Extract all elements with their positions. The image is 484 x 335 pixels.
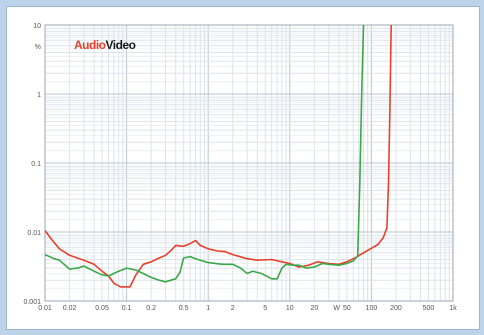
grid bbox=[44, 24, 454, 302]
tick-labels: 0.01 0.02 0.05 0.1 0.2 0.5 1 2 5 10 20 50 100 200 500 1… bbox=[23, 23, 457, 312]
x-tick-label: 0.01 bbox=[38, 305, 52, 312]
x-tick-label: 2 bbox=[231, 305, 235, 312]
y-tick-label: 10 bbox=[33, 23, 41, 30]
x-tick-label: 0.05 bbox=[95, 305, 109, 312]
logo-part-video: Video bbox=[106, 38, 136, 52]
x-tick-label: 0.02 bbox=[63, 305, 77, 312]
x-tick-label: 200 bbox=[390, 305, 402, 312]
series-layer bbox=[45, 24, 392, 288]
x-tick-label: 0.1 bbox=[122, 305, 132, 312]
y-unit-label: % bbox=[35, 44, 41, 51]
thd-chart: 0.01 0.02 0.05 0.1 0.2 0.5 1 2 5 10 20 50 100 200 500 1… bbox=[23, 23, 457, 312]
x-unit-label: W bbox=[333, 305, 340, 312]
y-tick-label: 0.01 bbox=[27, 230, 41, 237]
x-tick-label: 1k bbox=[449, 305, 457, 312]
x-tick-label: 500 bbox=[423, 305, 435, 312]
y-tick-label: 0.1 bbox=[31, 161, 41, 168]
x-tick-label: 100 bbox=[366, 305, 378, 312]
y-tick-label: 0.001 bbox=[23, 299, 41, 306]
plot-border bbox=[44, 24, 454, 302]
chart-frame: 0.01 0.02 0.05 0.1 0.2 0.5 1 2 5 10 20 50 100 200 500 1… bbox=[6, 6, 480, 330]
series-line-1 bbox=[45, 24, 392, 288]
x-tick-label: 0.2 bbox=[146, 305, 156, 312]
x-tick-label: 0.5 bbox=[179, 305, 189, 312]
x-tick-label: 20 bbox=[310, 305, 318, 312]
x-tick-label: 50 bbox=[343, 305, 351, 312]
x-tick-label: 1 bbox=[206, 305, 210, 312]
series-line-2 bbox=[45, 24, 365, 283]
audiovideo-logo: AudioVideo bbox=[74, 38, 136, 52]
y-tick-label: 1 bbox=[37, 92, 41, 99]
x-tick-label: 5 bbox=[263, 305, 267, 312]
x-tick-label: 10 bbox=[286, 305, 294, 312]
logo-part-audio: Audio bbox=[74, 38, 106, 52]
